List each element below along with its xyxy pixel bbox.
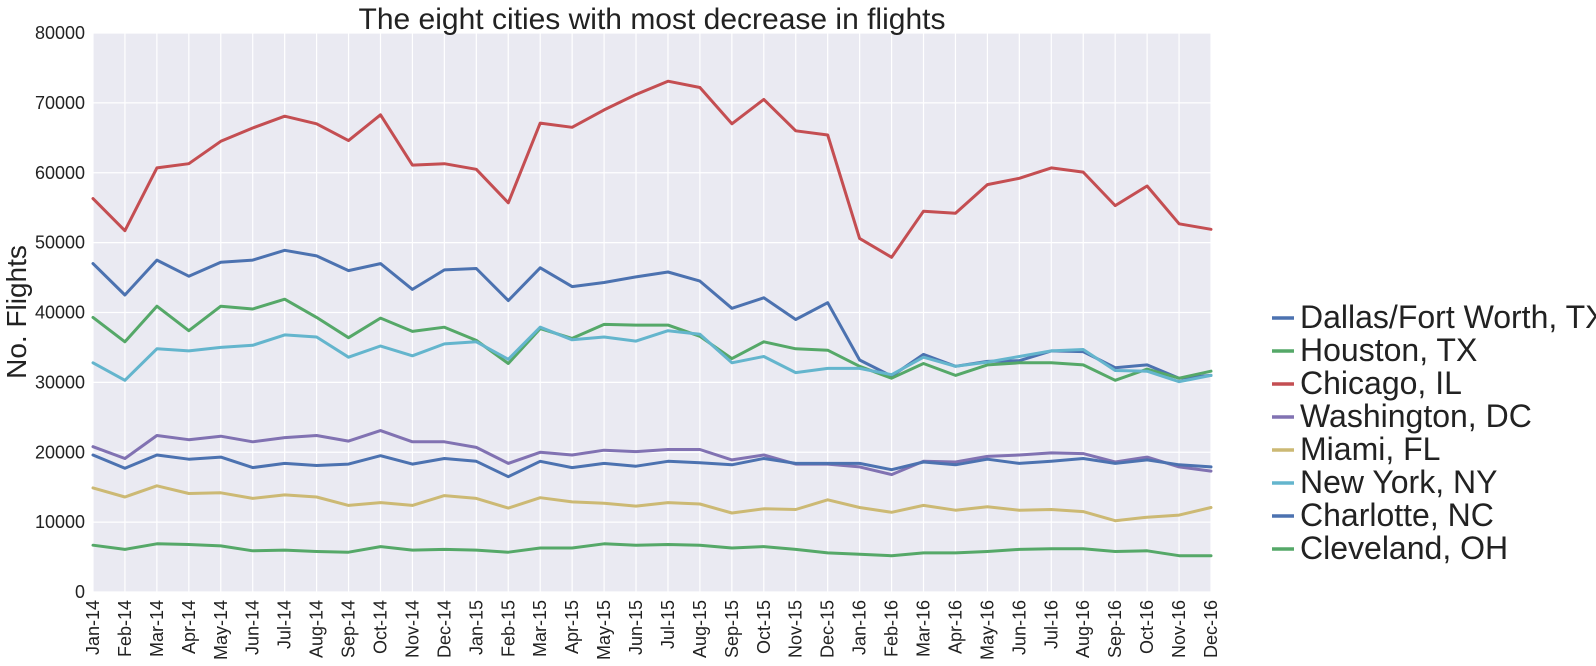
series-line-3	[91, 429, 1213, 477]
series-lines	[91, 79, 1213, 558]
legend-label-7: Cleveland, OH	[1300, 530, 1508, 566]
x-tick-label: Jun-14	[243, 600, 263, 655]
x-tick-label: Jun-16	[1009, 600, 1029, 655]
y-tick-label: 80000	[35, 23, 85, 43]
x-tick-label: Aug-16	[1073, 600, 1093, 658]
x-tick-label: Nov-15	[786, 600, 806, 658]
x-tick-label: May-15	[594, 600, 614, 660]
x-tick-label: May-16	[977, 600, 997, 660]
y-axis-label: No. Flights	[1, 245, 32, 379]
x-tick-label: Jan-16	[850, 600, 870, 655]
x-tick-label: Jul-15	[658, 600, 678, 649]
x-tick-labels: Jan-14 Feb-14 Mar-14 Apr-14 May-14 Jun-14 Jul-…	[83, 600, 1221, 660]
y-tick-label: 0	[75, 582, 85, 602]
legend-label-1: Houston, TX	[1300, 332, 1477, 368]
x-tick-label: May-14	[211, 600, 231, 660]
series-line-4	[91, 484, 1213, 523]
series-line-0	[91, 248, 1213, 380]
y-tick-label: 20000	[35, 442, 85, 462]
grid	[92, 32, 1212, 593]
x-tick-label: Aug-15	[690, 600, 710, 658]
y-tick-label: 50000	[35, 233, 85, 253]
legend-label-6: Charlotte, NC	[1300, 497, 1494, 533]
x-tick-label: Oct-14	[370, 600, 390, 654]
x-tick-label: Feb-16	[882, 600, 902, 657]
x-tick-label: Jun-15	[626, 600, 646, 655]
legend-label-3: Washington, DC	[1300, 398, 1532, 434]
series-line-5	[91, 325, 1213, 384]
y-tick-label: 60000	[35, 163, 85, 183]
y-tick-label: 40000	[35, 303, 85, 323]
x-tick-label: Dec-14	[434, 600, 454, 658]
x-tick-label: Jan-14	[83, 600, 103, 655]
x-tick-label: Mar-14	[147, 600, 167, 657]
x-tick-label: Oct-16	[1137, 600, 1157, 654]
x-tick-label: Mar-15	[530, 600, 550, 657]
x-tick-label: Nov-16	[1169, 600, 1189, 658]
y-tick-labels: 0 10000 20000 30000 40000 50000 60000 70000 8000…	[35, 23, 85, 602]
x-tick-label: Sep-16	[1105, 600, 1125, 658]
x-tick-label: Apr-14	[179, 600, 199, 654]
y-tick-label: 30000	[35, 372, 85, 392]
x-tick-label: Jul-16	[1041, 600, 1061, 649]
series-line-6	[91, 453, 1213, 479]
y-tick-label: 10000	[35, 512, 85, 532]
x-tick-label: Jan-15	[466, 600, 486, 655]
x-tick-label: Nov-14	[402, 600, 422, 658]
x-tick-label: Mar-16	[914, 600, 934, 657]
legend-label-0: Dallas/Fort Worth, TX	[1300, 299, 1596, 335]
y-tick-label: 70000	[35, 93, 85, 113]
x-tick-label: Dec-16	[1201, 600, 1221, 658]
x-tick-label: Jul-14	[275, 600, 295, 649]
x-tick-label: Dec-15	[818, 600, 838, 658]
series-line-2	[91, 79, 1213, 259]
legend-label-2: Chicago, IL	[1300, 365, 1462, 401]
x-tick-label: Oct-15	[754, 600, 774, 654]
x-tick-label: Feb-14	[115, 600, 135, 657]
x-tick-label: Feb-15	[498, 600, 518, 657]
x-tick-label: Sep-14	[339, 600, 359, 658]
legend-label-4: Miami, FL	[1300, 431, 1440, 467]
x-tick-label: Sep-15	[722, 600, 742, 658]
x-tick-label: Apr-16	[945, 600, 965, 654]
x-tick-label: Aug-14	[307, 600, 327, 658]
chart-title: The eight cities with most decrease in f…	[359, 3, 946, 36]
series-line-1	[91, 297, 1213, 382]
legend-label-5: New York, NY	[1300, 464, 1497, 500]
series-line-7	[91, 542, 1213, 558]
x-tick-label: Apr-15	[562, 600, 582, 654]
